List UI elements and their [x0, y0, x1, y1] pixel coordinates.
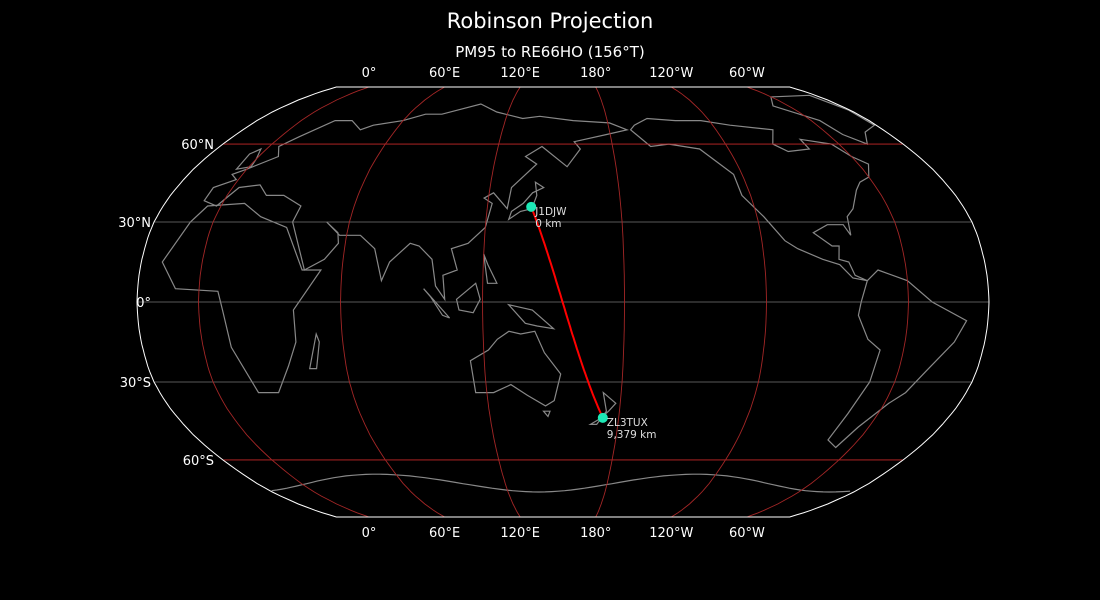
meridian-gridline — [340, 87, 445, 517]
station-distance: 0 km — [535, 218, 561, 230]
parallel-label: 30°S — [120, 376, 151, 391]
coastline — [161, 202, 323, 394]
meridian-gridline — [198, 87, 370, 517]
parallel-label: 0° — [136, 296, 151, 311]
parallel-label: 60°S — [183, 454, 214, 469]
station-marker — [526, 201, 537, 212]
meridian-label-top: 60°W — [729, 66, 765, 81]
coastline — [507, 181, 545, 221]
coastline — [629, 117, 870, 282]
meridian-gridline — [482, 87, 521, 517]
meridian-label-top: 120°E — [500, 66, 540, 81]
coastline — [308, 331, 320, 370]
coastline — [234, 147, 263, 171]
coastline — [542, 410, 551, 418]
map-boundary — [136, 86, 990, 518]
chart-subtitle: PM95 to RE66HO (156°T) — [455, 43, 645, 61]
coastline — [423, 288, 451, 319]
station-call: ZL3TUX — [607, 417, 648, 429]
chart-title: Robinson Projection — [446, 9, 654, 33]
parallel-label: 30°N — [118, 216, 151, 231]
meridian-label-top: 180° — [580, 66, 611, 81]
coastline — [203, 103, 630, 302]
coastline-antarctica — [271, 473, 851, 493]
coastline — [770, 94, 876, 146]
meridian-label-bottom: 180° — [580, 526, 611, 541]
meridian-label-bottom: 0° — [362, 526, 377, 541]
meridian-label-bottom: 120°W — [649, 526, 693, 541]
meridian-gridline — [746, 87, 909, 517]
station-marker — [597, 412, 608, 423]
meridian-gridline — [595, 87, 625, 517]
meridian-label-bottom: 60°W — [729, 526, 765, 541]
meridian-label-bottom: 120°E — [500, 526, 540, 541]
meridian-label-top: 0° — [362, 66, 377, 81]
great-circle-path — [530, 206, 604, 419]
station-distance: 9,379 km — [607, 429, 657, 441]
parallel-label: 60°N — [181, 138, 214, 153]
map-layers — [137, 87, 989, 517]
station-call: J1DJW — [534, 206, 567, 218]
coastline — [469, 330, 562, 407]
meridian-label-bottom: 60°E — [429, 526, 460, 541]
coastline — [455, 282, 481, 314]
coastline — [483, 253, 498, 284]
meridian-gridline — [671, 87, 767, 517]
meridian-label-top: 120°W — [649, 66, 693, 81]
meridian-label-top: 60°E — [429, 66, 460, 81]
coastline — [506, 303, 556, 330]
